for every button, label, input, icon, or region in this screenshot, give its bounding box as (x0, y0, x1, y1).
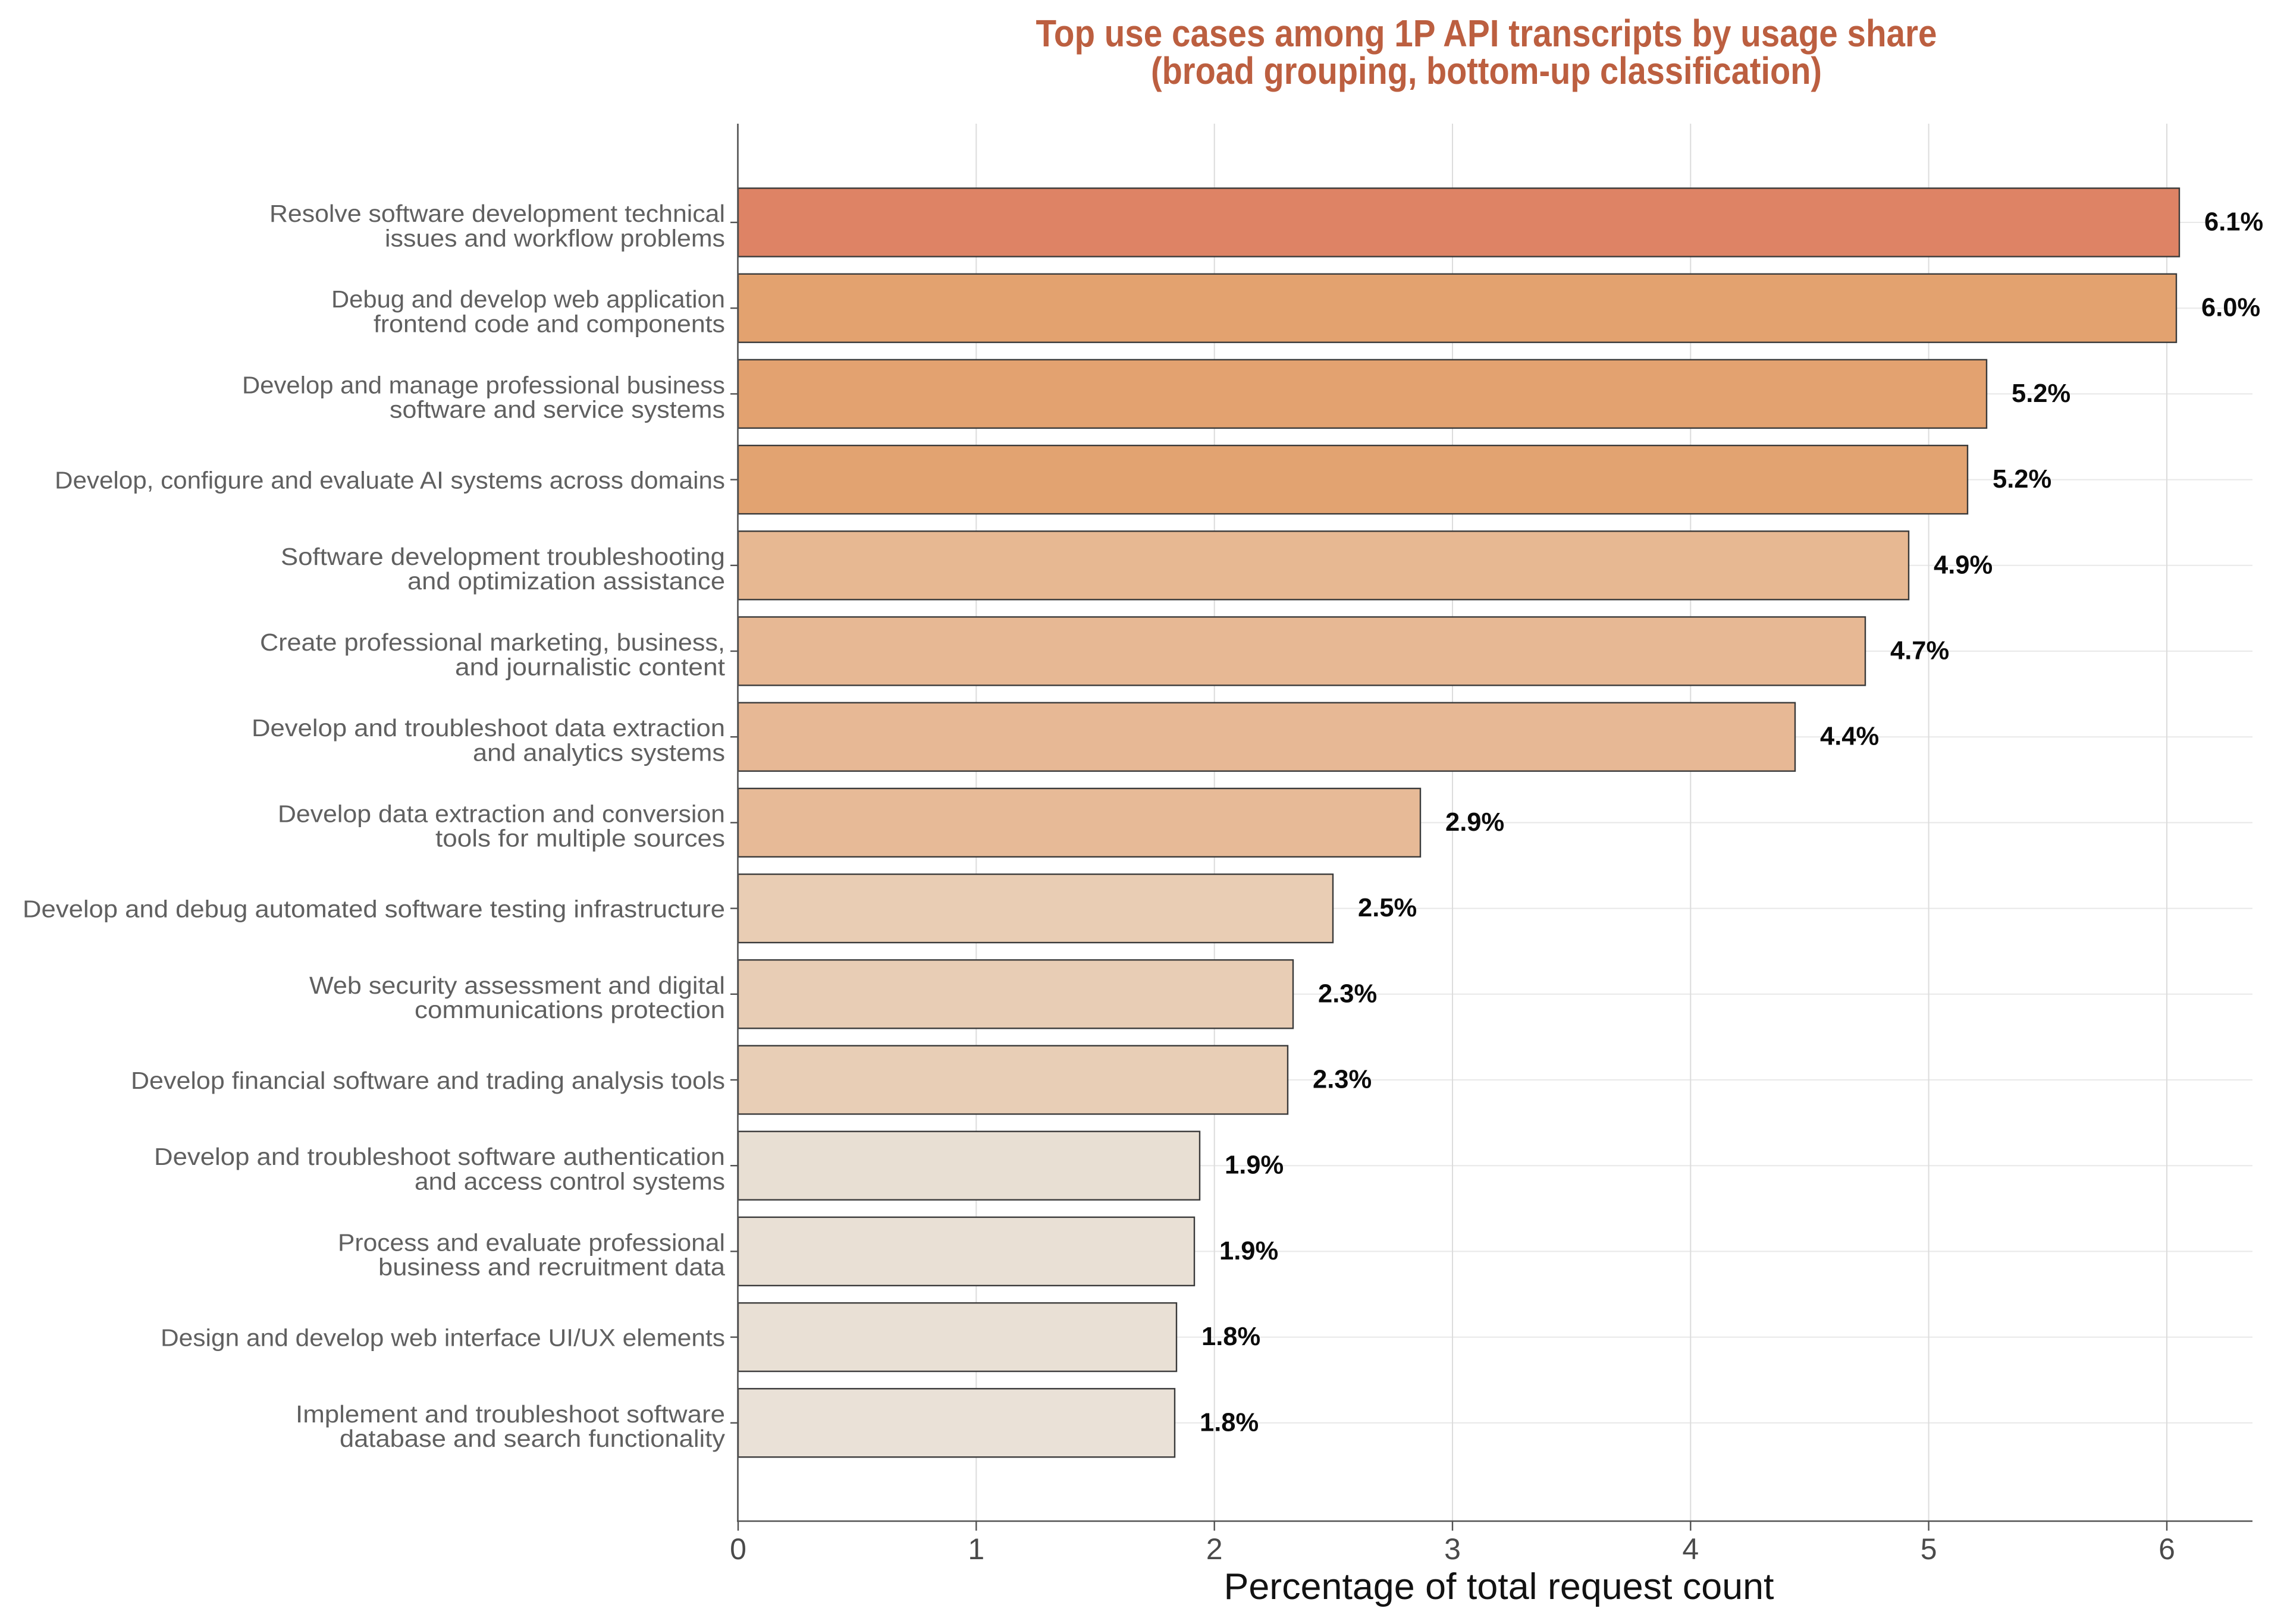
svg-text:1.9%: 1.9% (1219, 1237, 1278, 1265)
svg-text:Develop and troubleshoot data: Develop and troubleshoot data extraction (252, 714, 725, 742)
svg-text:and journalistic content: and journalistic content (455, 653, 726, 680)
svg-text:tools for multiple sources: tools for multiple sources (435, 825, 725, 852)
svg-text:4.7%: 4.7% (1890, 637, 1949, 665)
svg-text:and analytics systems: and analytics systems (473, 739, 725, 767)
svg-text:Top use cases among 1P API tra: Top use cases among 1P API transcripts b… (1036, 12, 1937, 55)
svg-text:0: 0 (730, 1532, 746, 1566)
svg-text:4.9%: 4.9% (1934, 551, 1993, 579)
svg-text:Web security assessment and di: Web security assessment and digital (309, 972, 725, 999)
svg-text:Resolve software development t: Resolve software development technical (269, 200, 725, 227)
svg-text:Percentage of total request co: Percentage of total request count (1224, 1566, 1774, 1607)
svg-text:(broad grouping, bottom-up cla: (broad grouping, bottom-up classificatio… (1151, 49, 1822, 92)
svg-text:Develop data extraction and co: Develop data extraction and conversion (278, 800, 725, 827)
svg-text:1.8%: 1.8% (1200, 1408, 1259, 1437)
svg-text:2.3%: 2.3% (1318, 979, 1377, 1008)
svg-text:3: 3 (1444, 1532, 1461, 1566)
svg-text:and access control systems: and access control systems (415, 1168, 725, 1195)
svg-text:6.1%: 6.1% (2204, 208, 2263, 237)
svg-text:Design and develop web interfa: Design and develop web interface UI/UX e… (161, 1324, 725, 1352)
svg-text:6: 6 (2158, 1532, 2175, 1566)
svg-text:5.2%: 5.2% (2012, 379, 2070, 408)
svg-text:6.0%: 6.0% (2201, 294, 2260, 322)
svg-text:Develop and manage professiona: Develop and manage professional business (242, 371, 725, 398)
svg-text:issues and workflow problems: issues and workflow problems (385, 224, 725, 252)
svg-text:5: 5 (1921, 1532, 1937, 1566)
svg-text:2: 2 (1206, 1532, 1223, 1566)
svg-text:4: 4 (1682, 1532, 1699, 1566)
svg-text:Process and evaluate professio: Process and evaluate professional (338, 1229, 725, 1256)
svg-text:Develop financial software and: Develop financial software and trading a… (131, 1067, 725, 1094)
svg-text:business and recruitment data: business and recruitment data (378, 1254, 725, 1281)
svg-text:Software development troublesh: Software development troubleshooting (281, 543, 725, 570)
svg-text:Develop, configure and evaluat: Develop, configure and evaluate AI syste… (55, 467, 725, 494)
svg-text:2.3%: 2.3% (1313, 1066, 1372, 1094)
svg-text:and optimization assistance: and optimization assistance (407, 567, 725, 595)
svg-text:Implement and troubleshoot sof: Implement and troubleshoot software (296, 1400, 725, 1428)
svg-text:communications protection: communications protection (415, 996, 725, 1023)
svg-text:4.4%: 4.4% (1820, 723, 1879, 751)
svg-text:database and search functional: database and search functionality (340, 1425, 726, 1452)
svg-text:frontend code and components: frontend code and components (374, 310, 725, 338)
svg-text:5.2%: 5.2% (1993, 465, 2051, 494)
svg-text:software and service systems: software and service systems (390, 396, 725, 423)
svg-text:1.9%: 1.9% (1225, 1151, 1284, 1180)
svg-text:1.8%: 1.8% (1201, 1323, 1260, 1351)
svg-text:Develop and debug automated so: Develop and debug automated software tes… (23, 896, 725, 923)
svg-text:Create professional marketing,: Create professional marketing, business, (260, 629, 725, 656)
svg-text:1: 1 (968, 1532, 984, 1566)
svg-text:Debug and develop web applicat: Debug and develop web application (331, 285, 725, 313)
svg-text:2.9%: 2.9% (1445, 808, 1504, 837)
svg-text:Develop and troubleshoot softw: Develop and troubleshoot software authen… (154, 1143, 725, 1170)
svg-text:2.5%: 2.5% (1358, 894, 1417, 922)
